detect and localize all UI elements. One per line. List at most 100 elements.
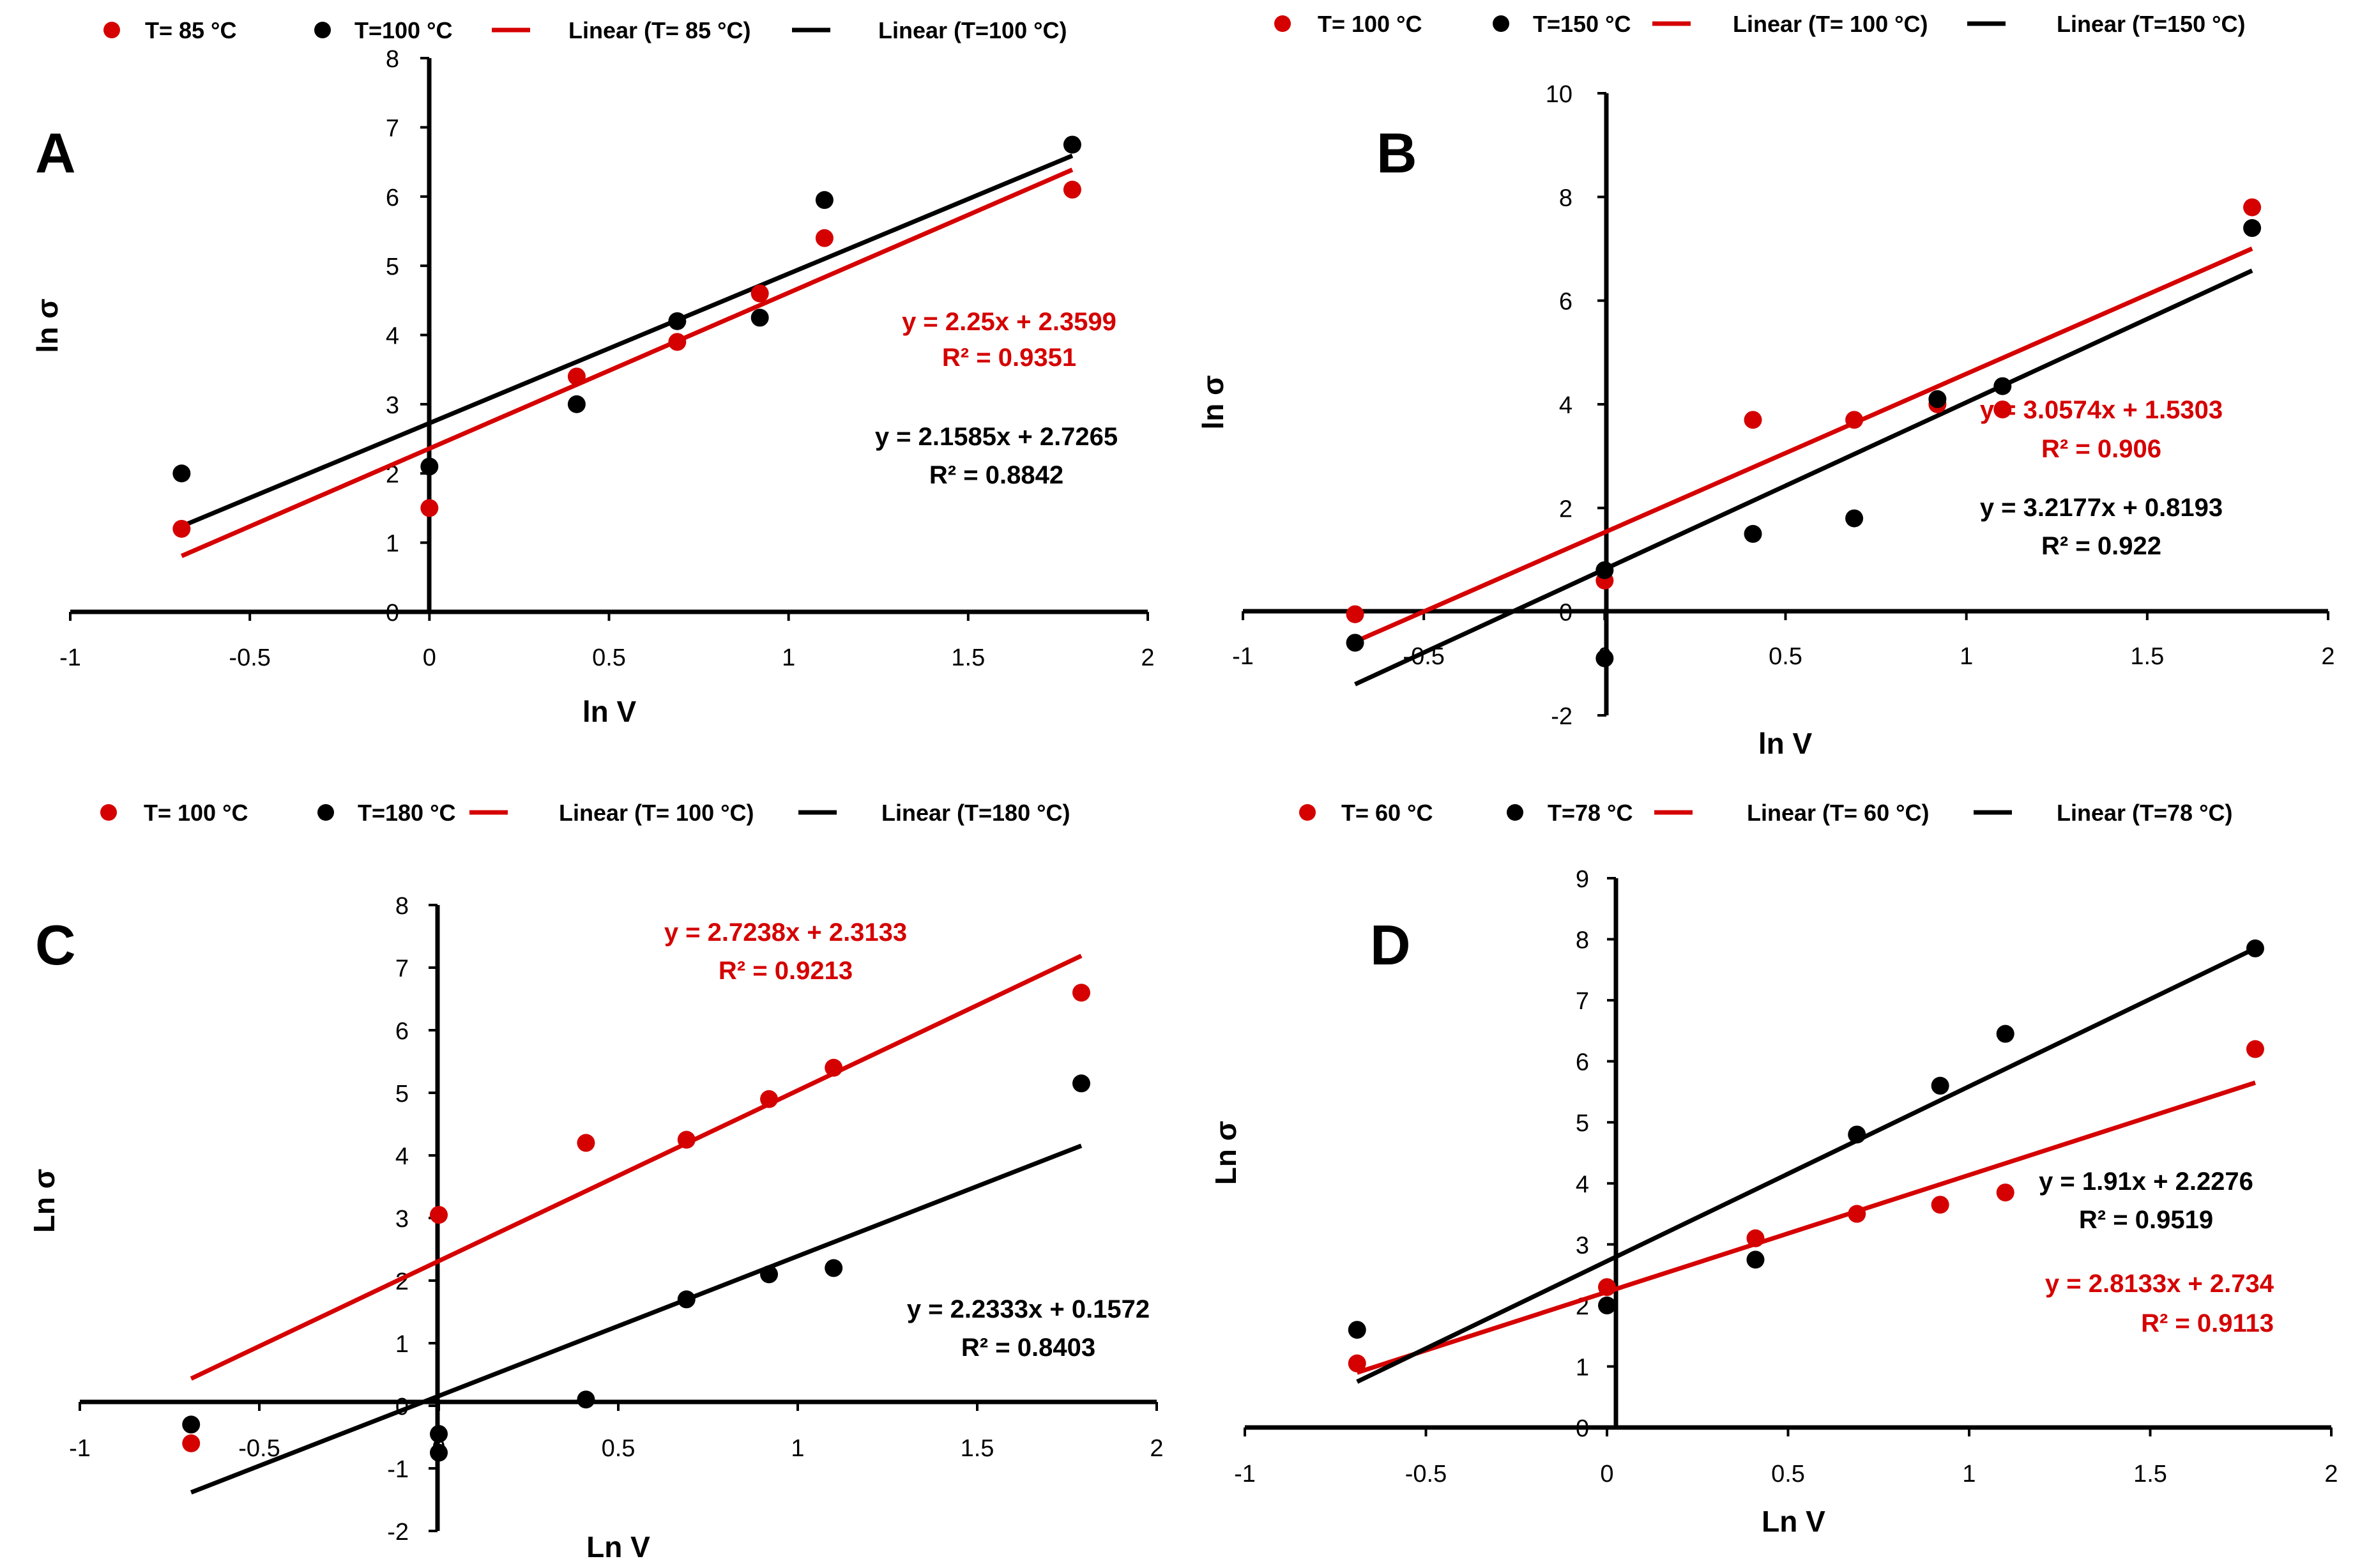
x-tick-label: -1 [1234,1461,1256,1488]
y-tick-label: -2 [1551,703,1572,730]
r-squared-red: R² = 0.906 [2041,435,2161,463]
r-squared-black: R² = 0.8842 [929,461,1063,489]
x-tick-label: 0.5 [602,1435,636,1462]
y-tick-label: 9 [1576,866,1589,893]
y-tick-label: 3 [1576,1232,1589,1259]
x-tick-label: -0.5 [1405,1461,1447,1488]
data-point-red [1931,1196,1949,1214]
legend-label: Linear (T=100 °C) [878,17,1067,43]
y-axis-title: Ln σ [1209,1121,1242,1185]
y-tick-label: 6 [395,1018,409,1045]
data-point-black [2243,219,2262,238]
y-tick-label: 0 [1559,600,1572,627]
legend-label: T=100 °C [354,17,452,43]
trendline-black [180,153,1074,529]
y-tick-label: 5 [1576,1110,1589,1137]
x-axis-title: Ln V [586,1530,650,1564]
legend-label: Linear (T= 60 °C) [1747,800,1929,826]
data-point-red [677,1130,696,1149]
y-axis-title: ln σ [1196,375,1230,429]
panel-label: A [35,121,76,185]
legend-marker [1493,15,1509,32]
x-tick-label: 2 [2321,643,2334,670]
legend-label: Linear (T=150 °C) [2057,11,2246,37]
data-point-red [750,284,769,303]
data-point-black [1993,377,2012,395]
x-axis-title: ln V [1758,727,1813,760]
equation-red: y = 2.25x + 2.3599 [902,308,1116,336]
y-axis-title: Ln σ [27,1169,61,1233]
equation-black: y = 2.2333x + 0.1572 [907,1295,1150,1323]
legend-label: Linear (T= 85 °C) [568,17,750,43]
y-tick-label: -1 [387,1456,409,1483]
y-tick-label: 1 [395,1331,409,1358]
y-tick-label: 6 [1576,1049,1589,1076]
legend-label: T=78 °C [1548,800,1633,826]
panel-label: D [1370,913,1411,977]
r-squared-black: R² = 0.9519 [2079,1206,2213,1234]
data-point-black [1346,634,1364,652]
panel-label: B [1376,121,1417,185]
y-tick-label: 2 [1559,496,1572,522]
data-point-black [760,1265,779,1284]
data-point-red [182,1434,201,1452]
y-tick-label: -2 [387,1519,409,1546]
r-squared-red: R² = 0.9213 [719,957,853,985]
legend-marker [100,804,117,821]
data-point-black [1931,1076,1949,1095]
data-point-red [1063,180,1081,199]
legend-marker [314,22,331,38]
x-tick-label: -1 [69,1435,91,1462]
data-point-black [430,1425,448,1443]
x-tick-label: 1.5 [951,644,985,671]
data-point-red [2243,198,2262,217]
y-tick-label: 0 [1576,1415,1589,1442]
y-tick-label: 6 [1559,289,1572,316]
y-tick-label: 4 [1559,392,1572,419]
equation-black: y = 2.1585x + 2.7265 [875,423,1118,451]
y-tick-label: 4 [386,323,399,350]
x-tick-label: 0 [1600,1461,1613,1488]
data-point-black [1348,1321,1366,1339]
trendline-red [190,954,1083,1381]
y-tick-label: 8 [1559,185,1572,211]
equation-red: y = 2.7238x + 2.3133 [664,918,907,947]
trendline-red [180,167,1074,558]
data-point-red [1993,400,2012,419]
x-tick-label: 2 [2324,1461,2338,1488]
data-point-black [567,395,586,413]
data-point-black [577,1390,595,1409]
data-point-black [1063,135,1081,154]
y-tick-label: 7 [386,115,399,142]
data-point-black [1848,1125,1866,1144]
data-point-red [1746,1229,1765,1247]
data-point-black [750,308,769,327]
y-tick-label: 8 [395,893,409,920]
data-point-red [1598,1278,1616,1297]
x-tick-label: 0.5 [592,644,626,671]
y-tick-label: 0 [386,600,399,627]
x-tick-label: 1 [782,644,795,671]
x-tick-label: 0.5 [1769,643,1802,670]
data-point-black [1598,1296,1616,1314]
r-squared-red: R² = 0.9113 [2141,1309,2274,1337]
legend-label: T=180 °C [358,800,455,826]
trendline-black [1354,268,2253,687]
legend-label: T= 100 °C [1318,11,1422,37]
y-tick-label: 7 [1576,988,1589,1015]
y-tick-label: 8 [386,46,399,73]
x-tick-label: 1.5 [2133,1461,2167,1488]
data-point-red [1996,1184,2014,1202]
x-tick-label: 1 [791,1435,804,1462]
data-point-black [668,312,687,330]
data-point-red [668,333,687,351]
x-tick-label: 1.5 [961,1435,994,1462]
x-tick-label: 1.5 [2130,643,2164,670]
equation-red: y = 2.8133x + 2.734 [2045,1270,2274,1298]
data-point-red [1845,411,1864,429]
y-tick-label: 3 [386,392,399,419]
r-squared-black: R² = 0.8403 [961,1334,1095,1362]
y-tick-label: 4 [1576,1171,1589,1198]
